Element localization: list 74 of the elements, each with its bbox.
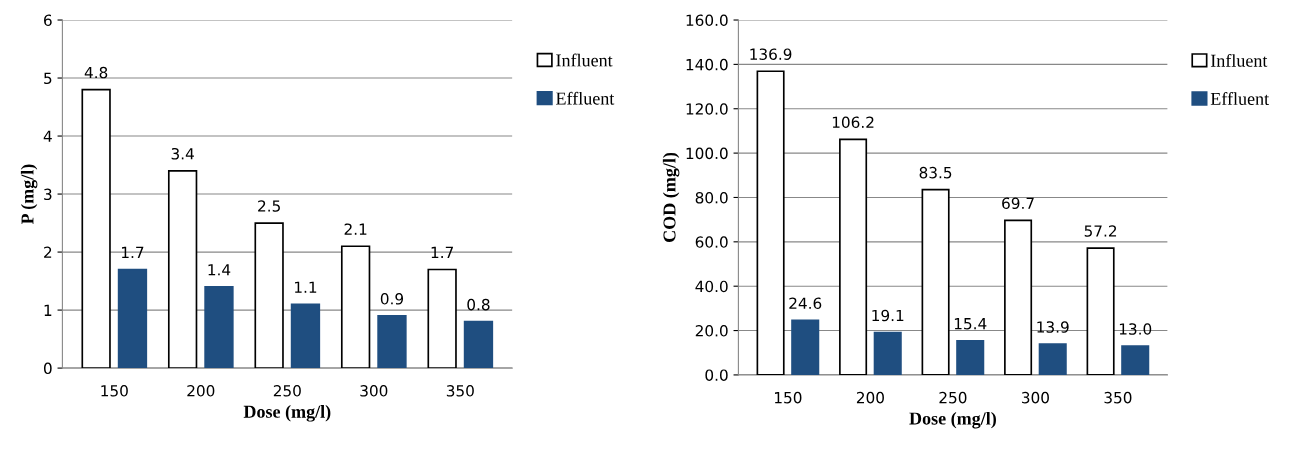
bar <box>791 319 820 375</box>
bar <box>1004 219 1033 375</box>
data-label: 0.8 <box>467 298 490 311</box>
y-tick-label: 80.0 <box>695 191 728 204</box>
y-tick-label: 2 <box>44 246 52 258</box>
data-label: 1.4 <box>208 264 231 276</box>
bar <box>839 138 868 375</box>
bar <box>340 245 371 369</box>
x-tick-label: 200 <box>856 391 884 404</box>
y-tick-label: 5 <box>44 72 52 85</box>
y-axis-title: COD (mg/l) <box>662 152 680 242</box>
data-label: 13.0 <box>1119 323 1152 335</box>
y-tick-label: 0 <box>43 362 52 375</box>
bar <box>81 88 111 369</box>
bar <box>1121 345 1150 375</box>
legend-label: Influent <box>556 53 613 67</box>
y-tick-label: 140.0 <box>686 58 728 71</box>
y-tick-label: 6 <box>44 14 52 27</box>
y-tick-label: 40.0 <box>695 280 728 293</box>
x-tick-label: 150 <box>101 385 128 397</box>
data-label: 0.9 <box>380 293 404 305</box>
y-axis-title: P (mg/l) <box>20 164 38 225</box>
bar <box>921 188 950 375</box>
data-label: 3.4 <box>171 148 194 160</box>
data-label: 106.2 <box>832 116 874 129</box>
legend-label: Effluent <box>1210 92 1270 105</box>
y-tick-label: 3 <box>44 188 52 201</box>
data-label: 2.1 <box>344 223 367 235</box>
data-label: 19.1 <box>872 309 904 322</box>
y-tick-label: 120.0 <box>686 103 728 115</box>
y-tick-label: 100.0 <box>686 147 728 160</box>
data-label: 15.4 <box>954 318 987 330</box>
x-axis-title: Dose (mg/l) <box>243 405 331 422</box>
y-tick-label: 0.0 <box>705 369 728 381</box>
legend-label: Influent <box>1210 53 1268 67</box>
y-tick-label: 160.0 <box>686 14 728 27</box>
bar <box>427 268 457 369</box>
y-tick-label: 1 <box>44 304 52 316</box>
x-tick-label: 250 <box>273 385 301 397</box>
x-tick-label: 150 <box>775 391 802 404</box>
bar <box>756 70 785 375</box>
bar <box>290 303 321 369</box>
x-tick-label: 250 <box>939 391 967 404</box>
data-label: 2.5 <box>258 200 280 212</box>
data-label: 13.9 <box>1037 321 1069 333</box>
bar <box>956 339 985 375</box>
bar <box>254 222 284 369</box>
y-tick-label: 60.0 <box>695 236 728 248</box>
data-label: 24.6 <box>789 297 822 310</box>
x-tick-label: 300 <box>1021 391 1049 404</box>
bar <box>463 320 494 369</box>
bar <box>1038 343 1067 375</box>
x-tick-label: 350 <box>1104 391 1132 404</box>
data-label: 57.2 <box>1084 225 1117 237</box>
bar <box>117 268 148 369</box>
x-tick-label: 300 <box>360 385 388 397</box>
data-label: 1.7 <box>431 246 453 258</box>
x-tick-label: 200 <box>187 385 215 397</box>
bar <box>204 286 234 369</box>
bar <box>167 170 198 369</box>
bar <box>1086 247 1115 375</box>
y-tick-label: 20.0 <box>695 325 728 337</box>
data-label: 1.1 <box>294 281 317 293</box>
y-tick-label: 4 <box>43 130 52 142</box>
data-label: 83.5 <box>919 166 952 179</box>
data-label: 136.9 <box>750 48 792 60</box>
data-label: 1.7 <box>121 246 144 258</box>
x-axis-title: Dose (mg/l) <box>909 411 996 429</box>
data-label: 69.7 <box>1002 197 1034 210</box>
x-tick-label: 350 <box>446 385 474 397</box>
bar <box>377 315 407 369</box>
data-label: 4.8 <box>84 66 108 79</box>
legend-label: Effluent <box>556 91 615 105</box>
bar <box>873 331 902 375</box>
